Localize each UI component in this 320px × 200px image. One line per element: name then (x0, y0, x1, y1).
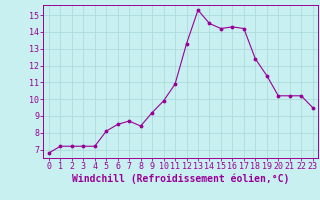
X-axis label: Windchill (Refroidissement éolien,°C): Windchill (Refroidissement éolien,°C) (72, 174, 290, 184)
